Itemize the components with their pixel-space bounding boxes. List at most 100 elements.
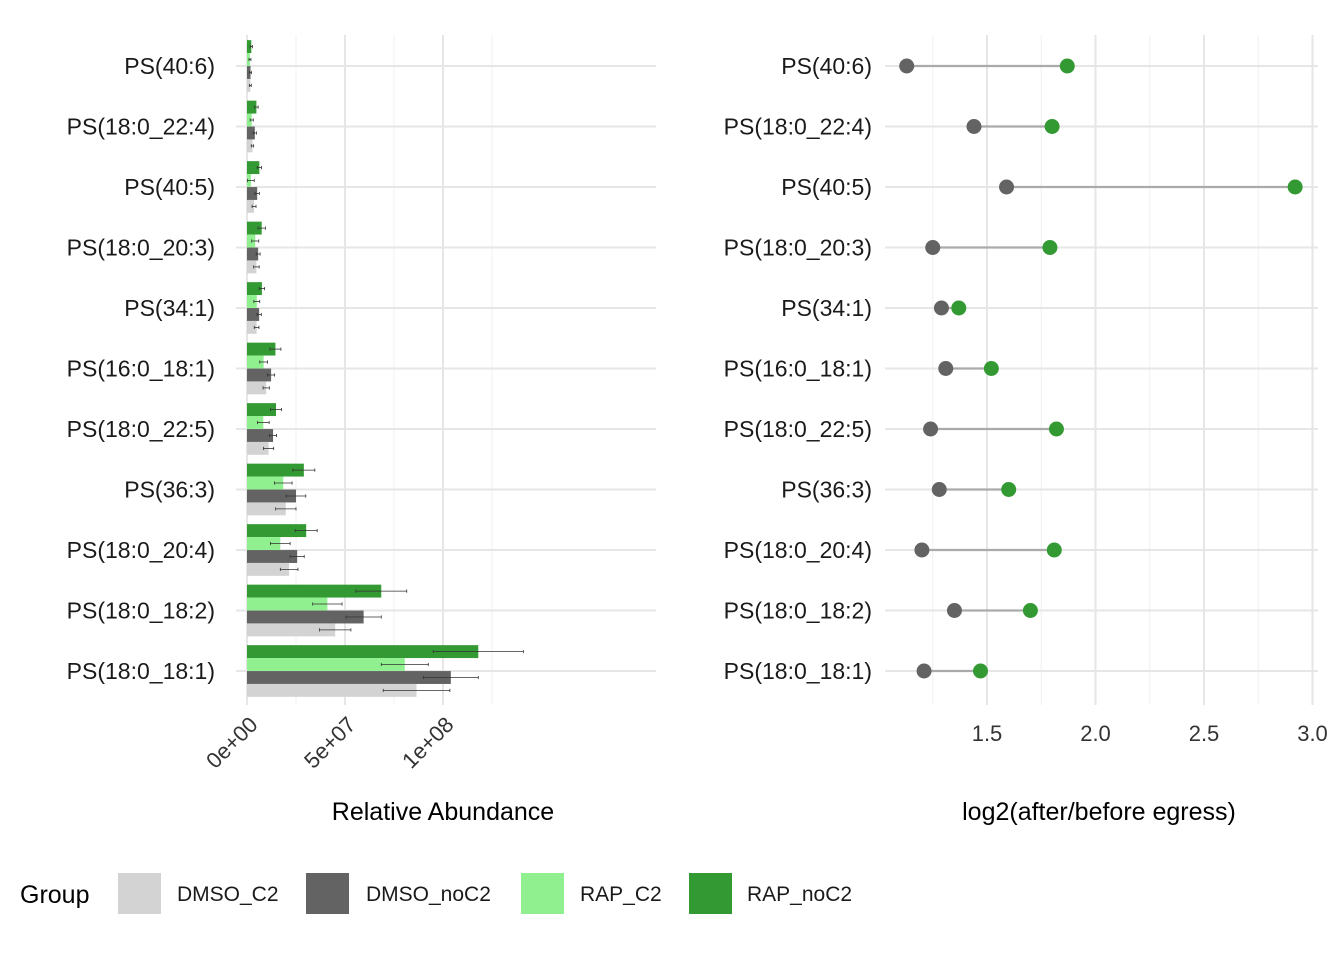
y-tick-label: PS(34:1) — [124, 295, 215, 321]
dumbbell-point — [933, 300, 949, 316]
bar — [247, 40, 252, 54]
y-tick-label: PS(18:0_18:2) — [724, 598, 872, 624]
y-tick-label: PS(18:0_18:2) — [67, 598, 215, 624]
y-tick-label: PS(36:3) — [781, 477, 872, 503]
bar — [247, 126, 255, 140]
dumbbell-point — [931, 482, 947, 497]
y-tick-label: PS(18:0_20:4) — [67, 537, 215, 563]
dumbbell-point — [1048, 421, 1064, 437]
bar — [247, 562, 290, 576]
y-tick-label: PS(16:0_18:1) — [67, 356, 215, 382]
x-tick-label: 2.5 — [1189, 721, 1220, 746]
y-tick-label: PS(18:0_22:5) — [67, 416, 215, 442]
y-tick-label: PS(18:0_20:3) — [724, 235, 872, 261]
bar — [247, 282, 262, 296]
dumbbell-panel: PS(40:6) PS(18:0_22:4) PS(40:5) PS(18:0_20:… — [724, 35, 1328, 826]
y-tick-label: PS(18:0_22:4) — [724, 114, 872, 140]
bar — [247, 502, 286, 516]
dumbbell-point — [951, 300, 967, 316]
bar — [247, 113, 252, 127]
x-tick-label: 0e+00 — [201, 712, 262, 773]
y-tick-label: PS(40:5) — [781, 174, 872, 200]
x-axis-title: Relative Abundance — [332, 798, 554, 826]
bar — [247, 199, 255, 213]
bar — [247, 623, 336, 637]
dumbbell-point — [1042, 240, 1058, 255]
bar — [247, 658, 405, 671]
x-tick-label: 3.0 — [1297, 721, 1328, 746]
bar — [247, 403, 277, 417]
legend-label: DMSO_noC2 — [366, 883, 491, 906]
dumbbell-point — [899, 58, 915, 74]
dumbbell-point — [914, 542, 930, 558]
y-tick-label: PS(40:6) — [124, 53, 215, 79]
legend-swatch — [118, 873, 161, 914]
y-tick-label: PS(18:0_20:3) — [67, 235, 215, 261]
bar — [247, 260, 257, 274]
bar — [247, 671, 451, 684]
bar — [247, 584, 382, 598]
bar — [247, 295, 257, 308]
bar — [247, 368, 272, 382]
x-tick-label: 5e+07 — [299, 712, 360, 773]
bar — [247, 381, 267, 395]
legend: Group DMSO_C2 DMSO_noC2 RAP_C2 RAP_noC2 — [20, 873, 852, 914]
bar — [247, 161, 260, 175]
legend-swatch — [306, 873, 349, 914]
bar — [247, 66, 251, 79]
bar — [247, 100, 257, 114]
y-tick-label: PS(40:5) — [124, 174, 215, 200]
bar — [247, 416, 264, 429]
bar-panel: PS(40:6) PS(18:0_22:4) PS(40:5) PS(18:0_20:… — [67, 35, 656, 826]
x-tick-label: 1e+08 — [397, 712, 458, 773]
legend-swatch — [521, 873, 564, 914]
bar — [247, 308, 260, 321]
y-tick-label: PS(18:0_22:5) — [724, 416, 872, 442]
bar — [247, 429, 274, 442]
bar — [247, 489, 296, 503]
bar — [247, 537, 281, 550]
y-tick-label: PS(16:0_18:1) — [724, 356, 872, 382]
bar — [247, 476, 284, 490]
y-tick-label: PS(18:0_18:1) — [67, 658, 215, 684]
x-tick-label: 2.0 — [1080, 721, 1111, 746]
bar — [247, 597, 328, 611]
dumbbell-point — [983, 361, 999, 376]
dumbbell-point — [1046, 542, 1062, 558]
bar — [247, 187, 258, 200]
bar — [247, 78, 251, 92]
bar — [247, 610, 364, 624]
bar — [247, 221, 262, 235]
bar — [247, 247, 259, 261]
legend-label: RAP_C2 — [580, 883, 662, 906]
bar — [247, 139, 253, 153]
legend-title: Group — [20, 881, 89, 909]
y-tick-label: PS(40:6) — [781, 53, 872, 79]
y-tick-label: PS(18:0_22:4) — [67, 114, 215, 140]
x-axis-title: log2(after/before egress) — [962, 798, 1236, 826]
dumbbell-point — [999, 179, 1015, 195]
bar — [247, 320, 257, 334]
bar — [247, 683, 417, 697]
dumbbell-point — [1022, 603, 1038, 618]
dumbbell-point — [923, 421, 939, 437]
legend-label: RAP_noC2 — [747, 883, 852, 906]
bar — [247, 524, 307, 538]
dumbbell-point — [925, 240, 941, 255]
y-tick-label: PS(36:3) — [124, 477, 215, 503]
y-tick-label: PS(34:1) — [781, 295, 872, 321]
dumbbell-point — [1044, 119, 1060, 134]
legend-label: DMSO_C2 — [177, 883, 279, 906]
dumbbell-point — [1059, 58, 1075, 74]
bar — [247, 550, 298, 563]
dumbbell-point — [972, 663, 988, 679]
y-tick-label: PS(18:0_18:1) — [724, 658, 872, 684]
dumbbell-point — [1287, 179, 1303, 195]
bar — [247, 645, 479, 659]
bar — [247, 53, 250, 66]
dumbbell-point — [938, 361, 954, 376]
bar — [247, 463, 304, 477]
bar — [247, 234, 256, 248]
legend-swatch — [689, 873, 732, 914]
